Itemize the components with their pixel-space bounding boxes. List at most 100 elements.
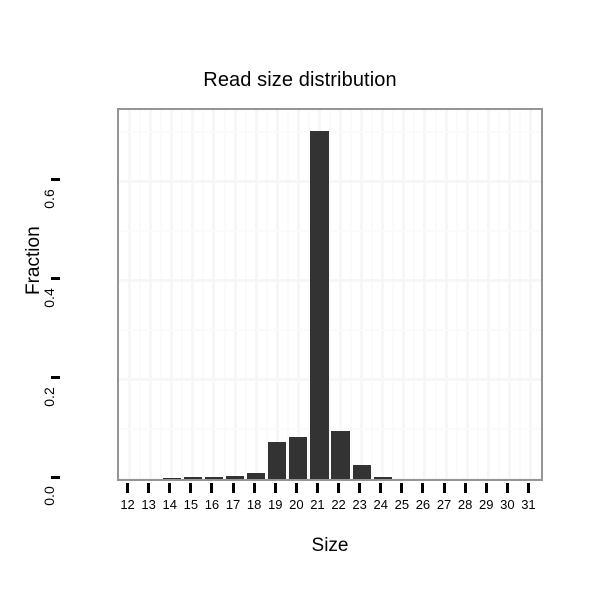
y-axis-label: Fraction xyxy=(23,226,44,295)
gridline-vertical-minor xyxy=(455,110,458,479)
plot-panel xyxy=(117,108,543,481)
gridline-vertical xyxy=(233,110,237,479)
gridline-vertical xyxy=(444,110,448,479)
x-tick-label: 21 xyxy=(310,497,325,512)
gridline-vertical xyxy=(191,110,195,479)
gridline-horizontal xyxy=(119,477,541,479)
bar xyxy=(268,442,287,479)
bar xyxy=(247,473,266,479)
bar xyxy=(289,437,308,479)
bar xyxy=(331,431,350,479)
x-tick-mark xyxy=(421,483,425,493)
y-tick-mark xyxy=(51,475,60,479)
x-tick-mark xyxy=(126,483,130,493)
gridline-vertical-minor xyxy=(371,110,374,479)
x-tick-label: 28 xyxy=(457,497,473,512)
gridline-horizontal xyxy=(119,180,541,184)
gridline-horizontal xyxy=(119,378,541,382)
gridline-vertical-minor xyxy=(286,110,289,479)
bar xyxy=(162,478,181,479)
x-tick-mark xyxy=(315,483,319,493)
x-tick-label: 24 xyxy=(373,497,388,512)
x-tick-label: 27 xyxy=(436,497,452,512)
x-tick-label: 20 xyxy=(289,497,304,512)
gridline-vertical-minor xyxy=(223,110,226,479)
x-axis-label: Size xyxy=(311,535,349,556)
gridline-vertical-minor xyxy=(307,110,310,479)
gridline-vertical-minor xyxy=(518,110,521,479)
x-tick-label: 16 xyxy=(204,497,220,512)
gridline-horizontal-minor xyxy=(119,428,541,431)
bar xyxy=(225,476,245,479)
x-tick-label: 26 xyxy=(415,497,431,512)
x-tick-mark xyxy=(337,483,341,493)
gridline-vertical-minor xyxy=(476,110,479,479)
x-tick-label: 15 xyxy=(183,497,199,512)
gridline-vertical xyxy=(381,110,385,479)
x-tick-label: 13 xyxy=(141,497,156,512)
gridline-horizontal-minor xyxy=(119,230,541,233)
y-tick-mark xyxy=(51,376,60,380)
x-tick-label: 23 xyxy=(352,497,367,512)
plot-area xyxy=(119,110,541,479)
gridline-vertical-minor xyxy=(350,110,353,479)
gridline-vertical xyxy=(423,110,427,479)
y-axis: 0.0 0.2 0.4 0.6 xyxy=(0,0,117,600)
gridline-horizontal-minor xyxy=(119,131,541,134)
bar xyxy=(310,131,329,479)
gridline-vertical-minor xyxy=(265,110,268,479)
gridline-vertical xyxy=(170,110,174,479)
x-tick-mark xyxy=(505,483,509,493)
x-tick-label: 31 xyxy=(521,497,536,512)
x-tick-mark xyxy=(400,483,404,493)
gridline-vertical-minor xyxy=(160,110,163,479)
gridline-vertical-minor xyxy=(139,110,142,479)
x-tick-mark xyxy=(210,483,214,493)
x-tick-mark xyxy=(484,483,488,493)
x-tick-mark xyxy=(463,483,467,493)
gridline-horizontal xyxy=(119,279,541,283)
bar xyxy=(204,476,224,479)
gridline-vertical-minor xyxy=(329,110,331,479)
x-axis: 12 13 14 15 16 17 18 19 20 21 22 23 24 25 26 27 28 29 30 31 xyxy=(0,481,600,541)
gridline-vertical xyxy=(465,110,469,479)
x-tick-mark xyxy=(252,483,256,493)
gridline-vertical xyxy=(212,110,216,479)
gridline-vertical xyxy=(402,110,406,479)
gridline-vertical xyxy=(275,110,279,479)
x-tick-mark xyxy=(526,483,530,493)
x-tick-label: 14 xyxy=(162,497,177,512)
x-tick-label: 29 xyxy=(479,497,494,512)
x-tick-label: 25 xyxy=(394,497,410,512)
y-tick-mark xyxy=(51,277,60,281)
x-tick-mark xyxy=(189,483,193,493)
chart-title: Read size distribution xyxy=(203,69,397,91)
gridline-vertical-minor xyxy=(244,110,247,479)
bar xyxy=(352,465,371,479)
bar xyxy=(183,476,202,479)
gridline-vertical-minor xyxy=(497,110,500,479)
x-tick-mark xyxy=(273,483,277,493)
x-tick-label: 12 xyxy=(120,497,135,512)
x-tick-label: 22 xyxy=(331,497,346,512)
gridline-vertical xyxy=(128,110,132,479)
gridline-vertical-minor xyxy=(413,110,416,479)
x-tick-mark xyxy=(147,483,151,493)
gridline-vertical-minor xyxy=(202,110,205,479)
x-tick-mark xyxy=(358,483,362,493)
gridline-vertical xyxy=(296,110,300,479)
gridline-vertical-minor xyxy=(434,110,437,479)
gridline-vertical-minor xyxy=(392,110,395,479)
gridline-horizontal-minor xyxy=(119,329,541,332)
gridline-vertical xyxy=(507,110,511,479)
x-tick-mark xyxy=(168,483,172,493)
gridline-vertical xyxy=(339,110,343,479)
bar xyxy=(373,477,392,479)
gridline-vertical xyxy=(528,110,532,479)
x-tick-label: 30 xyxy=(500,497,515,512)
x-tick-mark xyxy=(231,483,235,493)
x-tick-mark xyxy=(294,483,298,493)
x-tick-mark xyxy=(379,483,383,493)
gridline-vertical xyxy=(360,110,364,479)
